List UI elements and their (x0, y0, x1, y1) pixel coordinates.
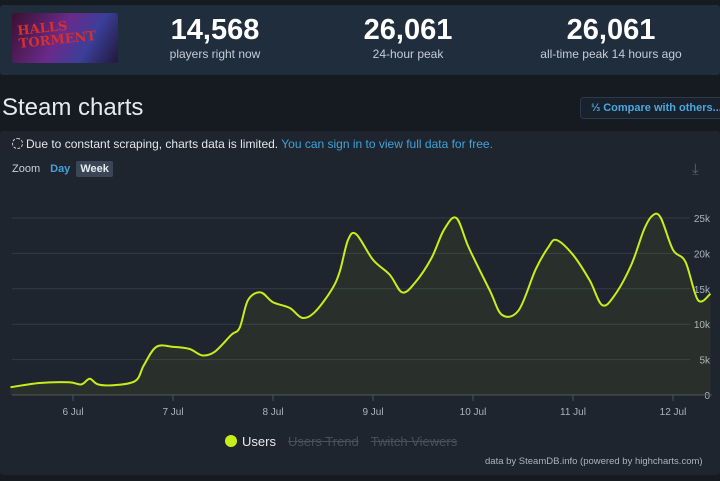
stat-label: 24-hour peak (372, 47, 444, 61)
download-icon[interactable]: ⤓ (692, 161, 699, 178)
zoom-week-button[interactable]: Week (76, 161, 113, 177)
stat-24h-peak: 26,061 24-hour peak (308, 14, 508, 61)
y-tick-label: 15k (694, 285, 711, 296)
notice-text: Due to constant scraping, charts data is… (26, 137, 279, 151)
chart-legend: Users Users Trend Twitch Viewers (225, 434, 457, 449)
legend-label: Users (242, 434, 276, 449)
legend-users[interactable]: Users (225, 434, 276, 449)
compare-button[interactable]: ⅓ Compare with others... (580, 97, 720, 119)
game-thumbnail[interactable]: HALLS TORMENT (12, 13, 118, 63)
stat-players-now: 14,568 players right now (115, 14, 315, 61)
game-logo: HALLS TORMENT (16, 18, 97, 52)
x-tick-label: 7 Jul (162, 407, 183, 418)
x-tick-label: 11 Jul (560, 407, 586, 418)
spinner-icon (12, 138, 23, 149)
x-tick-label: 6 Jul (62, 407, 83, 418)
zoom-day-button[interactable]: Day (50, 163, 71, 175)
stat-value: 26,061 (566, 14, 656, 46)
sign-in-link[interactable]: You can sign in to view full data for fr… (281, 137, 493, 151)
y-tick-label: 5k (699, 356, 711, 367)
y-tick-label: 0 (704, 391, 710, 402)
stat-label: all-time peak 14 hours ago (540, 47, 682, 61)
legend-users-trend[interactable]: Users Trend (287, 434, 359, 449)
users-dot-icon (225, 435, 237, 447)
x-tick-label: 12 Jul (660, 407, 687, 418)
legend-twitch-viewers[interactable]: Twitch Viewers (370, 434, 458, 449)
stat-alltime-peak: 26,061 all-time peak 14 hours ago (511, 14, 711, 61)
x-tick-label: 8 Jul (262, 407, 283, 418)
x-tick-label: 10 Jul (460, 407, 487, 418)
x-tick-label: 9 Jul (362, 407, 383, 418)
stat-value: 26,061 (363, 14, 453, 46)
notice: Due to constant scraping, charts data is… (12, 137, 493, 151)
users-line (10, 212, 712, 389)
player-chart: 0 5k 10k 15k 20k 25k 6 Jul 7 Jul 8 Jul 9 Jul 10 Ju… (10, 212, 712, 418)
page-title: Steam charts (2, 94, 144, 121)
zoom-label: Zoom (12, 163, 41, 175)
users-area (10, 213, 711, 395)
game-header: HALLS TORMENT 14,568 players right now 26,… (0, 5, 720, 75)
stat-label: players right now (169, 47, 261, 61)
y-tick-label: 10k (694, 320, 711, 331)
y-tick-label: 20k (694, 249, 711, 260)
zoom-controls: Zoom Day Week (12, 161, 113, 177)
y-tick-label: 25k (694, 214, 711, 225)
chart-panel: Due to constant scraping, charts data is… (0, 131, 720, 475)
chart-credit: data by SteamDB.info (powered by highcha… (485, 456, 703, 467)
stat-value: 14,568 (170, 14, 260, 46)
